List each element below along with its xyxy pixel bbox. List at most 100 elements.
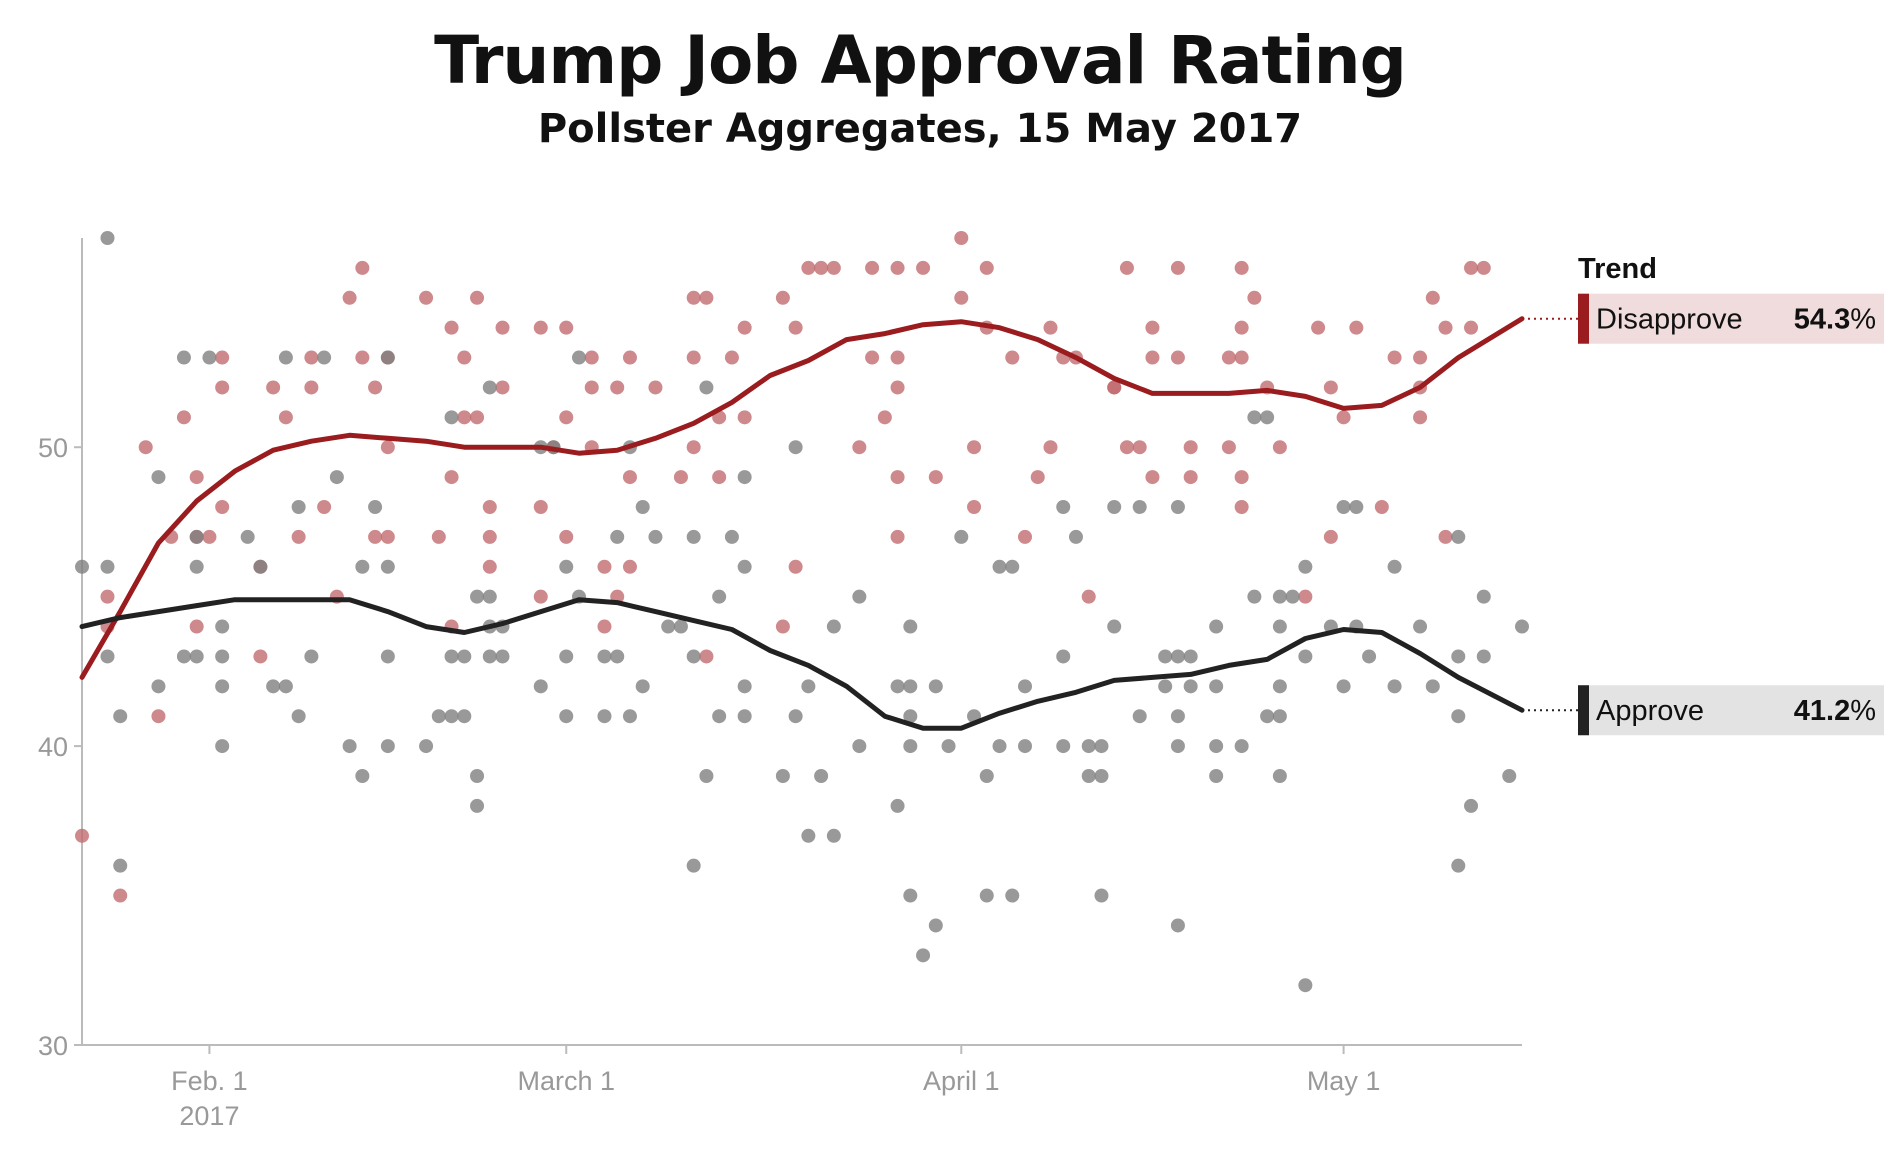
legend-title: Trend <box>1578 253 1657 285</box>
poll-point-approve <box>291 500 306 514</box>
poll-point-approve <box>635 679 650 694</box>
poll-point-disapprove <box>1234 320 1249 335</box>
poll-point-approve <box>610 649 625 664</box>
legend-box-approve <box>1578 685 1884 736</box>
poll-point-approve <box>826 619 841 634</box>
poll-point-approve <box>1247 589 1262 604</box>
poll-point-approve <box>1170 649 1185 664</box>
poll-point-approve <box>215 679 230 694</box>
poll-point-disapprove <box>890 350 905 365</box>
poll-point-disapprove <box>1030 470 1045 485</box>
poll-point-approve <box>1081 769 1096 783</box>
poll-point-approve <box>903 888 918 903</box>
poll-point-disapprove <box>597 559 612 574</box>
poll-point-disapprove <box>202 529 217 544</box>
poll-point-disapprove <box>559 529 574 544</box>
poll-point-disapprove <box>113 888 128 903</box>
poll-point-approve <box>75 559 89 574</box>
poll-point-disapprove <box>890 380 905 395</box>
y-tick-label: 50 <box>38 433 68 463</box>
poll-point-approve <box>941 739 956 754</box>
poll-point-approve <box>559 559 574 574</box>
poll-point-disapprove <box>368 529 383 544</box>
poll-point-approve <box>903 739 918 754</box>
poll-point-approve <box>482 649 497 664</box>
poll-point-disapprove <box>470 290 485 305</box>
poll-point-disapprove <box>482 500 497 514</box>
poll-point-disapprove <box>775 290 790 305</box>
poll-point-approve <box>686 858 701 873</box>
poll-point-disapprove <box>826 260 841 275</box>
poll-point-approve <box>992 739 1007 754</box>
poll-point-approve <box>1132 709 1147 724</box>
poll-point-approve <box>189 529 204 544</box>
poll-point-approve <box>189 649 204 664</box>
poll-point-disapprove <box>291 529 306 544</box>
poll-point-approve <box>699 769 714 783</box>
poll-point-approve <box>1272 619 1287 634</box>
poll-point-disapprove <box>737 410 752 425</box>
poll-point-approve <box>1209 769 1224 783</box>
poll-point-approve <box>457 709 472 724</box>
poll-point-disapprove <box>852 440 867 455</box>
poll-point-approve <box>189 559 204 574</box>
poll-point-approve <box>1005 888 1020 903</box>
poll-point-approve <box>979 888 994 903</box>
poll-point-approve <box>571 350 586 365</box>
poll-point-approve <box>775 769 790 783</box>
poll-point-approve <box>916 948 931 963</box>
poll-point-approve <box>992 559 1007 574</box>
poll-point-disapprove <box>495 380 510 395</box>
poll-point-disapprove <box>1298 589 1313 604</box>
poll-point-disapprove <box>189 619 204 634</box>
poll-point-disapprove <box>176 410 191 425</box>
poll-point-disapprove <box>1043 440 1058 455</box>
poll-point-disapprove <box>215 350 230 365</box>
poll-point-approve <box>737 470 752 485</box>
poll-point-approve <box>1005 559 1020 574</box>
poll-point-approve <box>470 769 485 783</box>
poll-point-approve <box>1209 739 1224 754</box>
poll-point-approve <box>1387 559 1402 574</box>
poll-point-approve <box>100 649 115 664</box>
poll-point-approve <box>699 380 714 395</box>
legend-swatch-disapprove <box>1578 293 1589 344</box>
poll-point-disapprove <box>979 260 994 275</box>
poll-point-approve <box>240 529 255 544</box>
poll-point-disapprove <box>1464 320 1479 335</box>
poll-point-approve <box>737 709 752 724</box>
poll-point-disapprove <box>189 470 204 485</box>
poll-point-disapprove <box>622 559 637 574</box>
poll-point-approve <box>1387 679 1402 694</box>
poll-point-disapprove <box>1132 440 1147 455</box>
legend-unit-approve: % <box>1850 695 1876 727</box>
poll-point-disapprove <box>482 559 497 574</box>
poll-point-approve <box>380 350 395 365</box>
poll-point-disapprove <box>368 380 383 395</box>
poll-point-approve <box>1170 500 1185 514</box>
poll-point-disapprove <box>916 260 931 275</box>
poll-point-disapprove <box>610 380 625 395</box>
poll-point-approve <box>1502 769 1517 783</box>
poll-point-disapprove <box>890 470 905 485</box>
poll-point-approve <box>1515 619 1529 634</box>
poll-point-disapprove <box>1234 260 1249 275</box>
poll-point-approve <box>176 350 191 365</box>
poll-point-approve <box>470 798 485 813</box>
poll-point-disapprove <box>100 589 115 604</box>
poll-point-disapprove <box>1107 380 1122 395</box>
poll-point-disapprove <box>877 410 892 425</box>
poll-point-disapprove <box>253 649 268 664</box>
poll-point-approve <box>1183 649 1198 664</box>
poll-point-approve <box>1170 739 1185 754</box>
poll-point-disapprove <box>622 470 637 485</box>
poll-point-approve <box>890 679 905 694</box>
poll-point-approve <box>686 529 701 544</box>
x-tick-label: Feb. 1 <box>171 1066 248 1096</box>
poll-point-approve <box>482 589 497 604</box>
poll-point-approve <box>444 649 459 664</box>
poll-point-disapprove <box>419 290 434 305</box>
legend-value-disapprove: 54.3% <box>1794 304 1876 336</box>
poll-point-disapprove <box>699 290 714 305</box>
